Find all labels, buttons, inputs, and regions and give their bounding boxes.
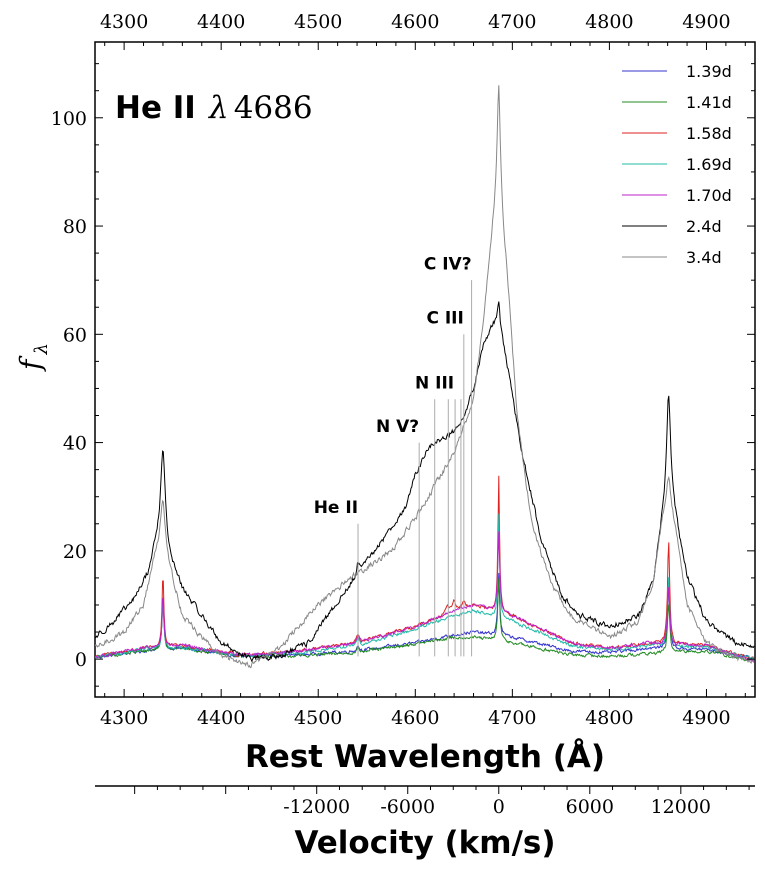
x-tick-label: 4600 [391,707,439,729]
y-tick-label: 20 [63,541,87,563]
plot-title: He II λ 4686 [115,90,313,126]
velocity-tick-label: 0 [493,796,505,818]
y-tick-label: 40 [63,433,87,455]
series-line-2_4d [95,301,755,663]
plot-frame [94,41,756,698]
title-lambda-text: λ [207,90,229,126]
y-axis-label-main: f [14,355,47,372]
legend-label: 1.69d [686,155,732,174]
series-layer [95,85,755,669]
series-line-1_70d [95,531,755,663]
x-tick-label: 4300 [100,707,148,729]
series-line-1_41d [95,578,755,662]
x-top-tick-label: 4700 [488,11,536,33]
title-number-text: 4686 [234,90,313,126]
legend-label: 2.4d [686,217,722,236]
x-top-tick-label: 4400 [197,11,245,33]
x-tick-label: 4900 [682,707,730,729]
legend-label: 3.4d [686,248,722,267]
x-tick-label: 4800 [585,707,633,729]
x-tick-label: 4700 [488,707,536,729]
annotation-label: He II [314,498,358,518]
title-bold-text: He II [115,90,196,126]
svg-text:f λ: f λ [14,343,52,372]
velocity-tick-label: 6000 [566,796,614,818]
velocity-axis-label: Velocity (km/s) [294,825,555,861]
legend-label: 1.41d [686,93,732,112]
y-tick-label: 60 [63,324,87,346]
legend-label: 1.58d [686,124,732,143]
x-tick-label: 4500 [294,707,342,729]
legend-label: 1.70d [686,186,732,205]
legend-label: 1.39d [686,62,732,81]
velocity-tick-label: -12000 [283,796,350,818]
x-axis-label: Rest Wavelength (Å) [245,738,605,775]
tick-layer: 4300 4300 4400 4400 4500 4500 4600 4600 4700 4700… [51,11,755,818]
annotation-label: C IV? [424,254,472,274]
x-top-tick-label: 4900 [682,11,730,33]
x-tick-label: 4400 [197,707,245,729]
series-line-3_4d [95,85,755,669]
svg-text:He II λ 4686: He II λ 4686 [115,90,313,126]
velocity-tick-label: 12000 [651,796,711,818]
annotation-label: N III [415,373,454,393]
velocity-tick-label: -6000 [380,796,435,818]
x-top-tick-label: 4600 [391,11,439,33]
series-line-1_69d [95,513,755,662]
y-axis-label: f λ [14,343,52,372]
annotation-label: C III [426,308,463,328]
y-tick-label: 80 [63,216,87,238]
x-top-tick-label: 4300 [100,11,148,33]
x-top-tick-label: 4800 [585,11,633,33]
annotation-label: N V? [376,417,419,437]
legend: 1.39d 1.41d 1.58d 1.69d 1.70d 2.4d 3.4d [622,62,732,267]
y-tick-label: 0 [75,649,87,671]
marker-line-layer: He II N V? N III C III C IV? [314,254,473,657]
y-tick-label: 100 [51,108,87,130]
x-top-tick-label: 4500 [294,11,342,33]
y-axis-label-sub: λ [31,343,52,355]
